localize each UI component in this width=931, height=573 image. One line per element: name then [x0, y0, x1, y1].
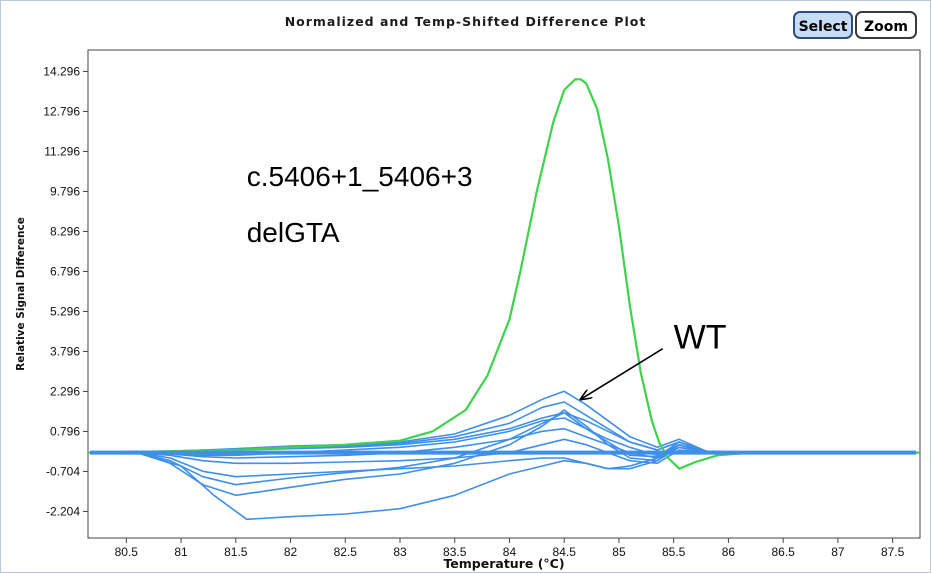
y-tick-label: 8.296 — [50, 224, 80, 238]
series-line-9 — [88, 427, 920, 459]
series-layer — [87, 78, 920, 521]
plot-area[interactable] — [87, 49, 921, 539]
x-tick-label: 83.5 — [443, 545, 467, 559]
y-tick-label: 0.796 — [50, 424, 80, 438]
x-tick-label: 84.5 — [553, 545, 577, 559]
x-tick-label: 85 — [612, 545, 626, 559]
y-tick-label: 9.796 — [50, 184, 80, 198]
x-tick-label: 82 — [284, 545, 298, 559]
y-tick-label: 5.296 — [50, 304, 80, 318]
y-tick-label: 2.296 — [50, 384, 80, 398]
x-tick-label: 83 — [393, 545, 407, 559]
y-tick-label: 11.296 — [44, 144, 80, 158]
x-tick-label: 81.5 — [224, 545, 248, 559]
y-axis-title: Relative Signal Difference — [15, 217, 27, 371]
x-tick-label: 85.5 — [662, 545, 686, 559]
annotation-label-2: delGTA — [247, 217, 340, 248]
x-axis-title: Temperature (°C) — [443, 556, 564, 571]
x-tick-label: 84 — [503, 545, 517, 559]
wt-arrow — [581, 347, 664, 400]
series-line-2 — [88, 411, 920, 486]
chart-title: Normalized and Temp-Shifted Difference P… — [284, 14, 647, 29]
x-axis: 80.5 81 81.5 82 82.5 83 83.5 84 84.5 85 85.5 86 86.5… — [115, 538, 905, 559]
select-button[interactable]: Select — [793, 11, 853, 39]
y-tick-label: -0.704 — [46, 464, 80, 478]
x-tick-label: 82.5 — [334, 545, 358, 559]
x-tick-label: 86 — [722, 545, 736, 559]
annotation-label-1: c.5406+1_5406+3 — [247, 161, 473, 192]
series-line-1 — [87, 78, 920, 470]
x-tick-label: 81 — [174, 545, 188, 559]
y-axis: 14.296 12.796 11.296 9.796 8.296 6.796 5.296 3.… — [43, 64, 88, 518]
x-tick-label: 87 — [831, 545, 845, 559]
annotation-label-3: WT — [674, 319, 727, 357]
x-tick-label: 87.5 — [881, 545, 905, 559]
y-tick-label: 14.296 — [43, 64, 80, 78]
y-tick-label: -2.204 — [46, 504, 80, 518]
zoom-button[interactable]: Zoom — [855, 11, 917, 39]
annotation-layer: c.5406+1_5406+3 delGTA WT — [247, 161, 727, 399]
y-tick-label: 12.796 — [43, 104, 80, 118]
y-tick-label: 6.796 — [50, 264, 80, 278]
series-line-8 — [88, 417, 920, 457]
y-tick-label: 3.796 — [50, 344, 80, 358]
x-tick-label: 80.5 — [115, 545, 139, 559]
x-tick-label: 86.5 — [771, 545, 795, 559]
